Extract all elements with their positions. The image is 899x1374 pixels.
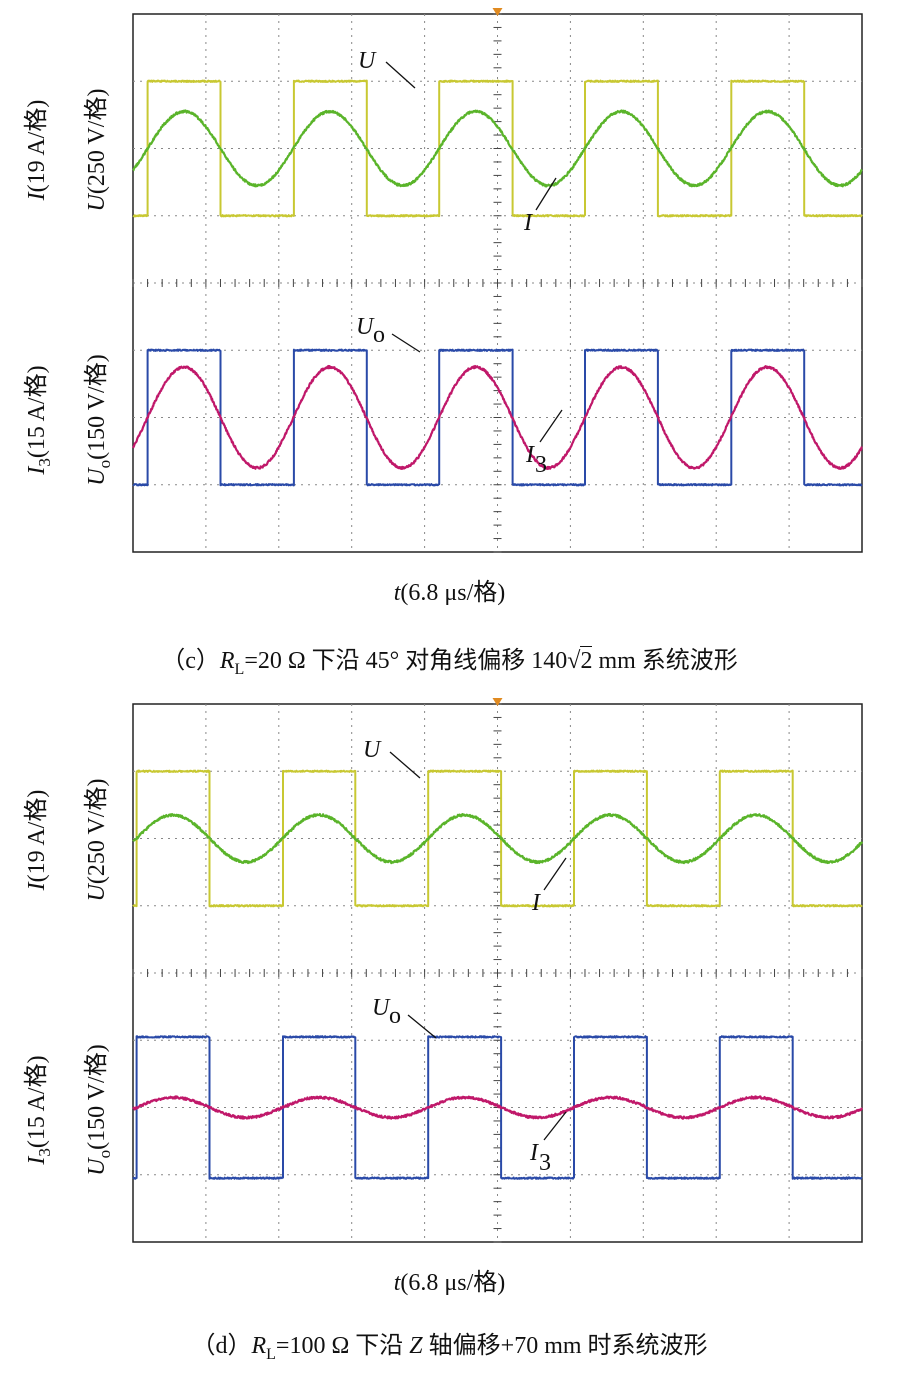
y-label-bottom-current: I3(15 A/格) xyxy=(23,1055,54,1165)
series-label-i3: I xyxy=(525,442,535,468)
y-label-bottom-current: I3(15 A/格) xyxy=(23,365,54,475)
panel-c: U I Uo I 3 I(19 A/格) U(250 V/格) I3(15 A/格) Uo(15… xyxy=(0,0,899,680)
series-label-i3: I xyxy=(529,1140,539,1166)
series-label-u: U xyxy=(363,737,382,763)
y-label-top-voltage: U(250 V/格) xyxy=(83,89,110,212)
series-label-i3-subscript: 3 xyxy=(535,452,547,478)
series-label-i3-subscript: 3 xyxy=(539,1150,551,1176)
series-label-i: I xyxy=(531,890,541,916)
series-label-uo-subscript: o xyxy=(389,1003,401,1029)
series-label-uo-subscript: o xyxy=(373,322,385,348)
y-label-top-current: I(19 A/格) xyxy=(23,790,50,892)
y-axis-labels: I(19 A/格) U(250 V/格) I3(15 A/格) Uo(150 V/格) xyxy=(23,779,114,1176)
x-axis-label-c: t(6.8 μs/格) xyxy=(0,572,899,607)
panel-d: U I Uo I 3 I(19 A/格) U(250 V/格) I3(15 A/格) Uo(15… xyxy=(0,690,899,1374)
caption-c: （c）RL=20 Ω 下沿 45° 对角线偏移 140√2 mm 系统波形 xyxy=(0,640,899,679)
y-axis-labels: I(19 A/格) U(250 V/格) I3(15 A/格) Uo(150 V/格) xyxy=(23,89,114,486)
caption-d: （d）RL=100 Ω 下沿 Z 轴偏移+70 mm 时系统波形 xyxy=(0,1325,899,1364)
y-label-top-voltage: U(250 V/格) xyxy=(83,779,110,902)
series-label-i: I xyxy=(523,210,533,236)
y-label-bottom-voltage: Uo(150 V/格) xyxy=(83,1044,114,1175)
y-label-bottom-voltage: Uo(150 V/格) xyxy=(83,354,114,485)
series-label-u: U xyxy=(358,48,377,74)
y-label-top-current: I(19 A/格) xyxy=(23,100,50,202)
x-axis-label-d: t(6.8 μs/格) xyxy=(0,1262,899,1297)
